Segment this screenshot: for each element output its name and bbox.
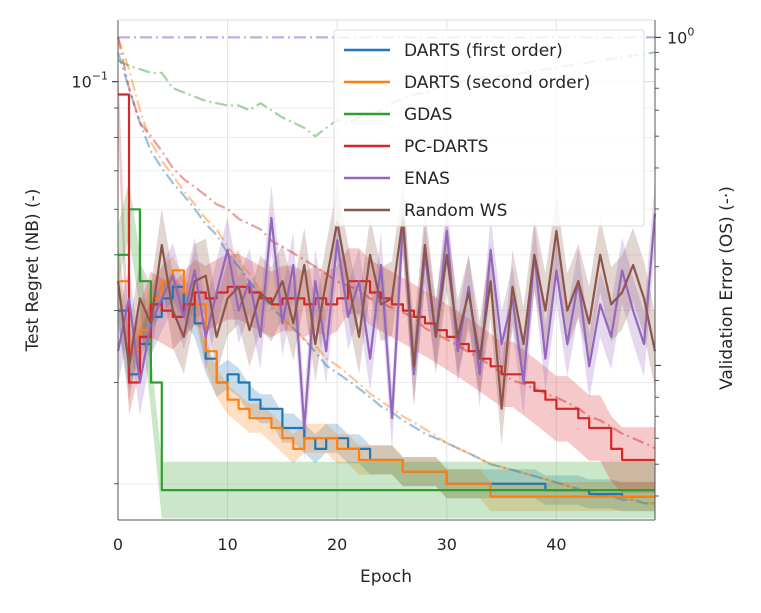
legend-label: DARTS (first order) [404, 41, 563, 61]
legend-label: DARTS (second order) [404, 73, 590, 93]
legend-box [333, 29, 645, 227]
os-line-pc-darts [116, 37, 656, 450]
x-tick-label: 40 [546, 535, 566, 554]
band-random-ws [118, 180, 655, 446]
os-line-darts-second-order [116, 37, 655, 505]
x-axis-label: Epoch [360, 567, 412, 587]
y-axis-label-right: Validation Error (OS) (-·) [717, 186, 737, 390]
nb-line-enas [116, 213, 657, 430]
legend: DARTS (first order) DARTS (second order) G… [333, 29, 645, 227]
x-tick-label: 0 [113, 535, 123, 554]
nb-line-gdas [118, 208, 655, 492]
legend-label: Random WS [404, 201, 507, 221]
y-axis-label-left: Test Regret (NB) (-) [23, 189, 43, 353]
legend-label: ENAS [404, 169, 450, 189]
band-pc-darts [118, 61, 655, 493]
band-gdas [118, 181, 655, 519]
band-enas [118, 180, 655, 461]
x-tick-label: 30 [437, 535, 457, 554]
nb-line-pc-darts [118, 93, 655, 462]
legend-label: PC-DARTS [404, 137, 488, 157]
os-line-darts-first-order [116, 52, 655, 505]
test-regret-lines [116, 93, 657, 498]
y-right-tick-label: 100 [667, 25, 694, 47]
legend-label: GDAS [404, 105, 452, 125]
nb-line-darts-second-order [118, 269, 655, 498]
x-tick-label: 10 [217, 535, 237, 554]
x-tick-label: 20 [327, 535, 347, 554]
axes: 0 10 20 30 40 10−1 100 [71, 19, 694, 554]
y-left-tick-label: 10−1 [71, 70, 108, 92]
nb-line-random-ws [116, 216, 657, 410]
